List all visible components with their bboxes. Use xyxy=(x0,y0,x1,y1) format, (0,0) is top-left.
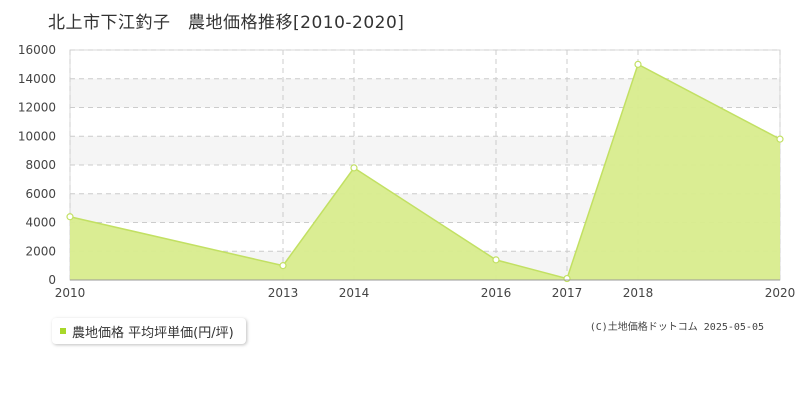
y-tick-label: 10000 xyxy=(18,129,56,143)
data-point xyxy=(563,274,571,283)
x-tick-label: 2020 xyxy=(765,286,796,300)
chart-title: 北上市下江釣子 農地価格推移[2010-2020] xyxy=(48,13,405,33)
copyright: (C)土地価格ドットコム 2025-05-05 xyxy=(589,322,764,333)
x-tick-label: 2016 xyxy=(481,286,512,300)
x-tick-label: 2010 xyxy=(55,286,86,300)
series-area xyxy=(70,64,780,280)
y-tick-label: 2000 xyxy=(25,244,56,258)
data-point xyxy=(66,213,74,221)
y-tick-label: 6000 xyxy=(25,187,56,201)
data-point xyxy=(350,164,358,172)
data-point xyxy=(279,262,287,270)
area-chart: 0 2000 4000 6000 8000 10000 12000 14000 16000 20… xyxy=(18,43,796,300)
data-point xyxy=(634,60,642,68)
x-tick-label: 2017 xyxy=(552,286,583,300)
y-tick-label: 16000 xyxy=(18,43,56,57)
data-point xyxy=(492,256,500,264)
data-points xyxy=(66,60,784,283)
y-tick-label: 0 xyxy=(48,273,56,287)
legend-swatch xyxy=(60,328,66,334)
x-tick-label: 2014 xyxy=(339,286,370,300)
x-tick-labels: 2010 2013 2014 2016 2017 2018 2020 xyxy=(55,286,796,300)
y-tick-label: 8000 xyxy=(25,158,56,172)
legend: 農地価格 平均坪単価(円/坪) xyxy=(52,318,246,344)
y-tick-label: 12000 xyxy=(18,101,56,115)
x-tick-label: 2018 xyxy=(623,286,654,300)
legend-label: 農地価格 平均坪単価(円/坪) xyxy=(72,325,234,341)
y-tick-labels: 0 2000 4000 6000 8000 10000 12000 14000 16000 xyxy=(18,43,56,287)
y-tick-label: 14000 xyxy=(18,72,56,86)
y-tick-label: 4000 xyxy=(25,216,56,230)
data-point xyxy=(776,135,784,143)
x-tick-label: 2013 xyxy=(268,286,299,300)
